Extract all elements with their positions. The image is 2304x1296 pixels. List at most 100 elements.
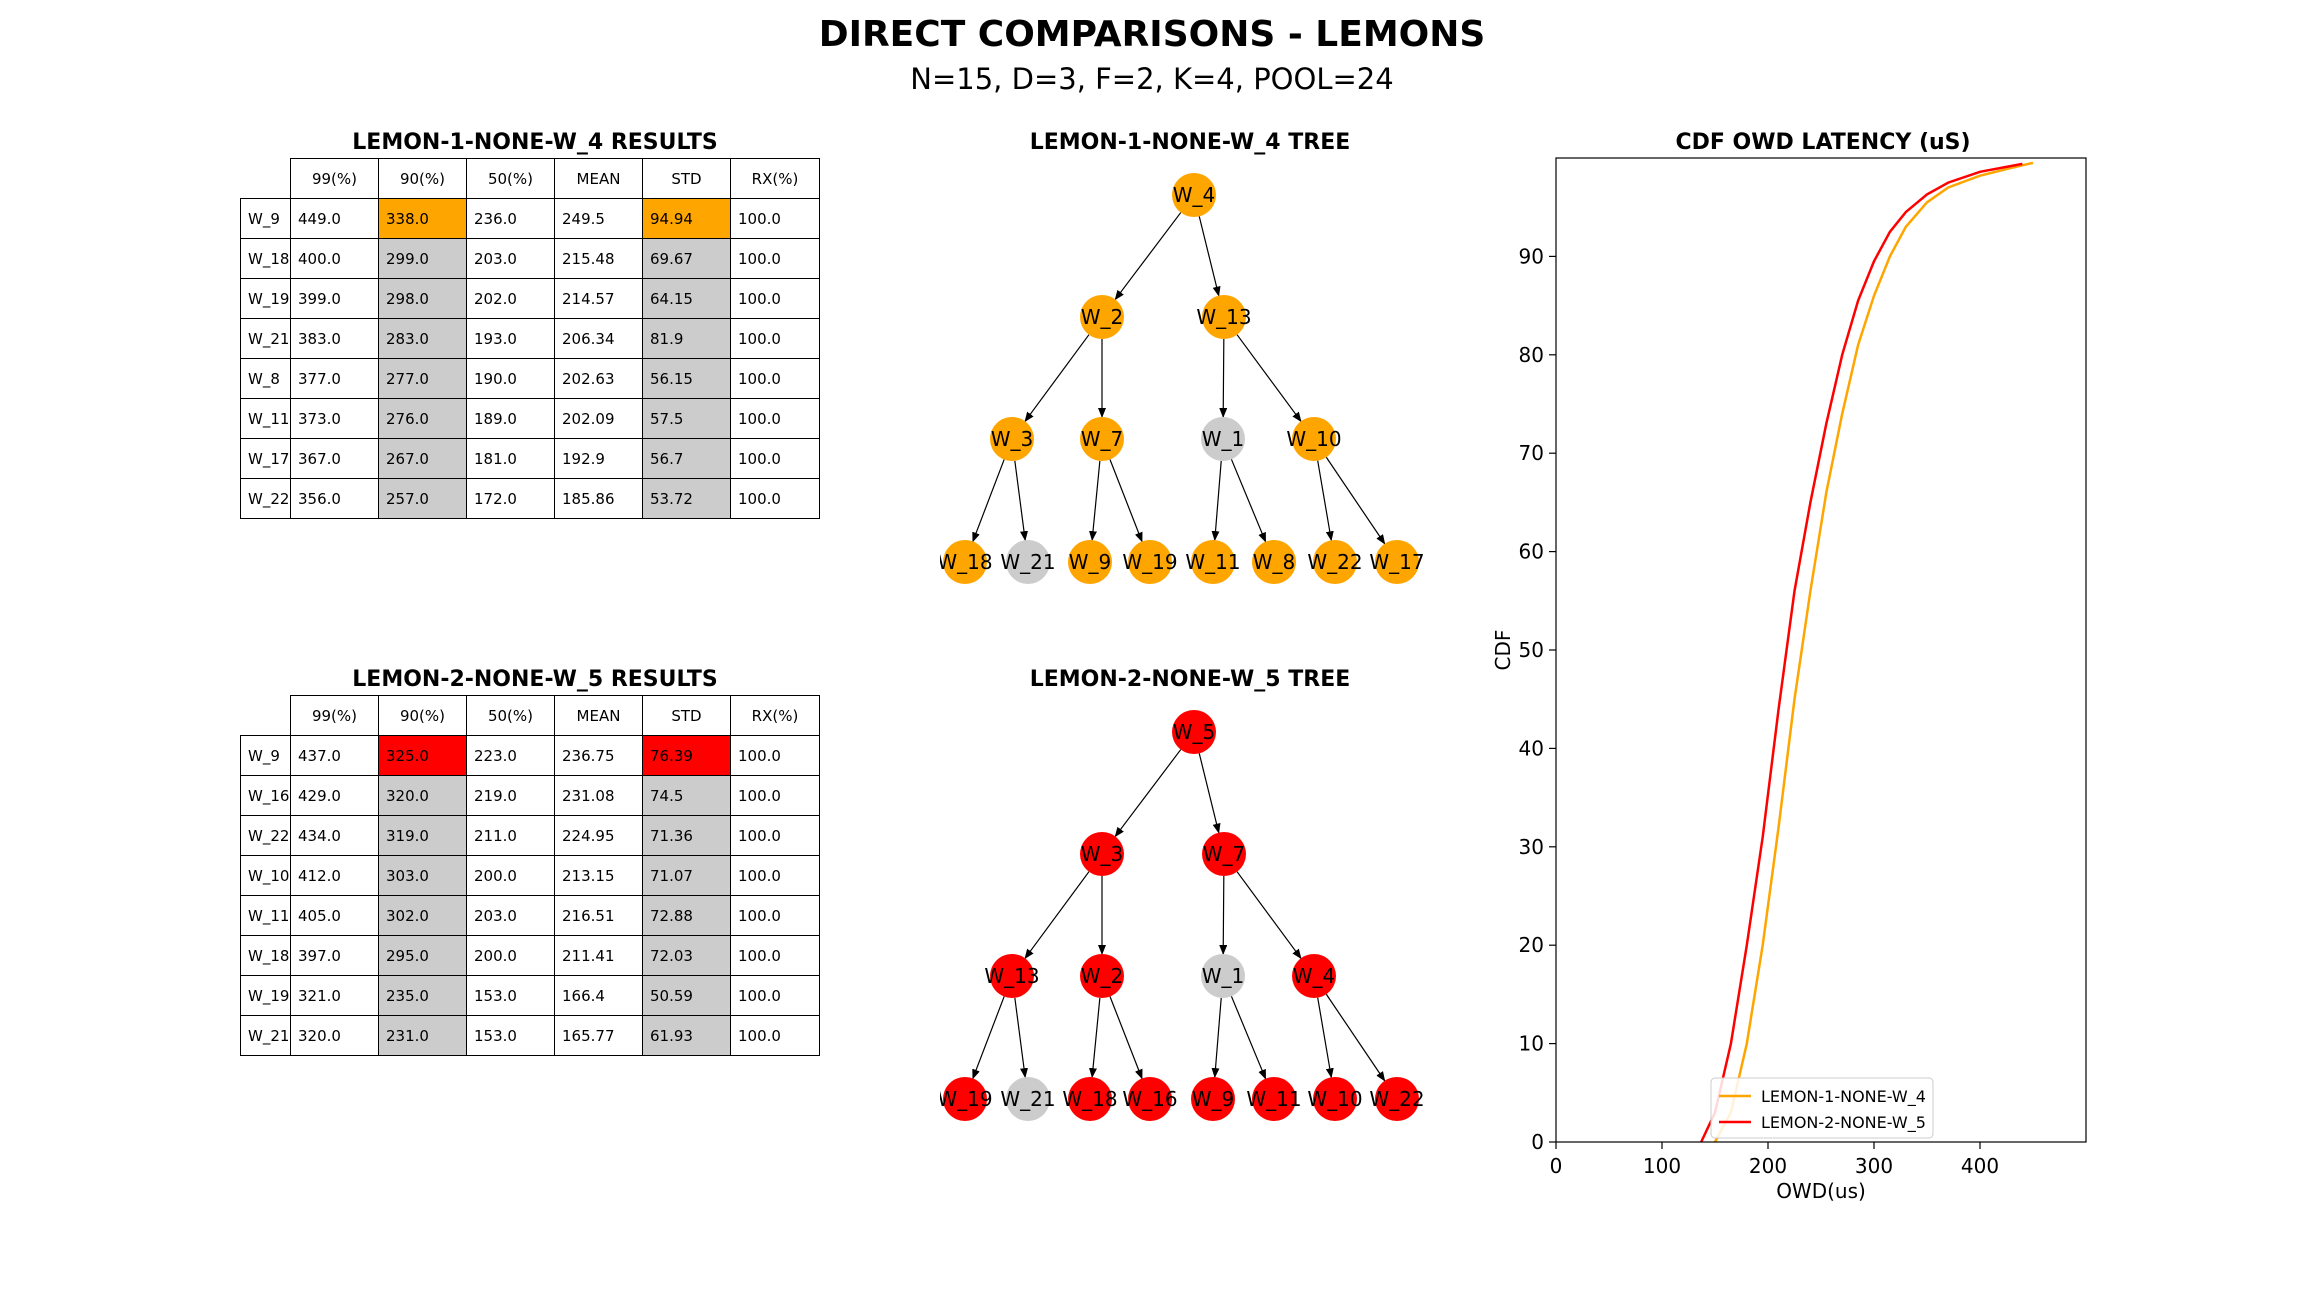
tree-node-label: W_7 bbox=[1203, 842, 1246, 866]
table-cell: 61.93 bbox=[642, 1015, 731, 1056]
tree-node bbox=[1201, 417, 1245, 461]
table-cell: 383.0 bbox=[290, 318, 379, 359]
table-cell: 50.59 bbox=[642, 975, 731, 1016]
tree-node-label: W_7 bbox=[1081, 427, 1124, 451]
tree-edge bbox=[1211, 460, 1222, 542]
tree-node bbox=[1006, 1077, 1050, 1121]
tree-node-label: W_3 bbox=[1081, 842, 1124, 866]
column-header: 99(%) bbox=[290, 695, 379, 736]
table-row: W_18 397.0 295.0 200.0 211.41 72.03 100.0 bbox=[240, 935, 820, 976]
row-label: W_22 bbox=[240, 815, 291, 856]
table-cell: 100.0 bbox=[730, 318, 820, 359]
table-cell: 100.0 bbox=[730, 935, 820, 976]
tree-node-label: W_5 bbox=[1173, 720, 1216, 744]
tree-node-label: W_10 bbox=[1307, 1087, 1362, 1111]
table-cell: 319.0 bbox=[378, 815, 467, 856]
results-table-2-title: LEMON-2-NONE-W_5 RESULTS bbox=[352, 667, 718, 692]
tree-node-label: W_13 bbox=[984, 964, 1039, 988]
tree-node-label: W_19 bbox=[940, 1087, 993, 1111]
plot-frame bbox=[1555, 157, 2087, 1143]
row-label: W_18 bbox=[240, 238, 291, 279]
tree-node bbox=[1191, 540, 1235, 584]
tree-edge bbox=[1230, 459, 1267, 543]
table-cell: 100.0 bbox=[730, 278, 820, 319]
table-row: W_19 399.0 298.0 202.0 214.57 64.15 100.0 bbox=[240, 278, 820, 319]
tree-node bbox=[1080, 954, 1124, 998]
tree-node bbox=[1313, 540, 1357, 584]
tree-node bbox=[1292, 417, 1336, 461]
results-table-1-title: LEMON-1-NONE-W_4 RESULTS bbox=[352, 130, 718, 155]
table-cell: 100.0 bbox=[730, 198, 820, 239]
table-cell: 231.0 bbox=[378, 1015, 467, 1056]
tree-node-label: W_21 bbox=[1000, 550, 1055, 574]
table-cell: 213.15 bbox=[554, 855, 643, 896]
table-cell: 405.0 bbox=[290, 895, 379, 936]
tree-2-title: LEMON-2-NONE-W_5 TREE bbox=[1029, 667, 1351, 692]
table-cell: 299.0 bbox=[378, 238, 467, 279]
table-cell: 190.0 bbox=[466, 358, 555, 399]
table-cell: 373.0 bbox=[290, 398, 379, 439]
table-cell: 203.0 bbox=[466, 238, 555, 279]
table-cell: 100.0 bbox=[730, 855, 820, 896]
tree-node bbox=[1128, 540, 1172, 584]
table-cell: 56.7 bbox=[642, 438, 731, 479]
table-cell: 302.0 bbox=[378, 895, 467, 936]
tree-edge bbox=[1219, 338, 1228, 419]
table-row: W_9 437.0 325.0 223.0 236.75 76.39 100.0 bbox=[240, 735, 820, 776]
tree-node-label: W_19 bbox=[1122, 550, 1177, 574]
table-cell: 76.39 bbox=[642, 735, 731, 776]
tree-node bbox=[1292, 954, 1336, 998]
row-label: W_19 bbox=[240, 975, 291, 1016]
table-cell: 72.88 bbox=[642, 895, 731, 936]
table-cell: 203.0 bbox=[466, 895, 555, 936]
table-row: W_19 321.0 235.0 153.0 166.4 50.59 100.0 bbox=[240, 975, 820, 1016]
tree-node-label: W_18 bbox=[940, 550, 993, 574]
tree-node-label: W_8 bbox=[1253, 550, 1296, 574]
tree-node-label: W_4 bbox=[1293, 964, 1336, 988]
legend bbox=[1710, 1077, 1934, 1139]
tree-node-label: W_21 bbox=[1000, 1087, 1055, 1111]
tree-node-label: W_22 bbox=[1307, 550, 1362, 574]
row-label: W_10 bbox=[240, 855, 291, 896]
tree-edge bbox=[1325, 456, 1386, 545]
table-row: W_9 449.0 338.0 236.0 249.5 94.94 100.0 bbox=[240, 198, 820, 239]
x-tick-label: 100 bbox=[1643, 1154, 1681, 1178]
tree-node bbox=[1006, 540, 1050, 584]
tree-node-label: W_9 bbox=[1069, 550, 1112, 574]
table-cell: 100.0 bbox=[730, 478, 820, 519]
tree-node-label: W_11 bbox=[1246, 1087, 1301, 1111]
tree-node bbox=[1068, 1077, 1112, 1121]
tree-node-label: W_22 bbox=[1369, 1087, 1424, 1111]
table-header-row: 99(%) 90(%) 50(%) MEAN STD RX(%) bbox=[240, 158, 820, 199]
tree-edge bbox=[1325, 993, 1386, 1082]
tree-node bbox=[1068, 540, 1112, 584]
table-cell: 377.0 bbox=[290, 358, 379, 399]
tree-edge bbox=[1198, 216, 1221, 297]
column-header: 90(%) bbox=[378, 158, 467, 199]
x-tick-label: 300 bbox=[1855, 1154, 1893, 1178]
table-cell: 192.9 bbox=[554, 438, 643, 479]
tree-node-label: W_10 bbox=[1286, 427, 1341, 451]
tree-node bbox=[1375, 1077, 1419, 1121]
table-cell: 219.0 bbox=[466, 775, 555, 816]
tree-node bbox=[943, 1077, 987, 1121]
y-tick-label: 90 bbox=[1519, 244, 1544, 268]
tree-node-label: W_3 bbox=[991, 427, 1034, 451]
tree-node bbox=[1172, 710, 1216, 754]
x-axis-label: OWD(us) bbox=[1776, 1179, 1866, 1203]
table-cell: 399.0 bbox=[290, 278, 379, 319]
y-tick-label: 80 bbox=[1519, 343, 1544, 367]
table-cell: 200.0 bbox=[466, 935, 555, 976]
y-tick-label: 10 bbox=[1519, 1032, 1544, 1056]
row-label: W_11 bbox=[240, 398, 291, 439]
table-cell: 69.67 bbox=[642, 238, 731, 279]
tree-node-label: W_1 bbox=[1202, 964, 1245, 988]
column-header: 50(%) bbox=[466, 158, 555, 199]
table-row: W_21 383.0 283.0 193.0 206.34 81.9 100.0 bbox=[240, 318, 820, 359]
table-cell: 165.77 bbox=[554, 1015, 643, 1056]
y-tick-label: 30 bbox=[1519, 835, 1544, 859]
tree-edge bbox=[1236, 871, 1302, 960]
row-label: W_16 bbox=[240, 775, 291, 816]
tree-1-title: LEMON-1-NONE-W_4 TREE bbox=[1029, 130, 1351, 155]
tree-edge bbox=[1089, 460, 1101, 542]
